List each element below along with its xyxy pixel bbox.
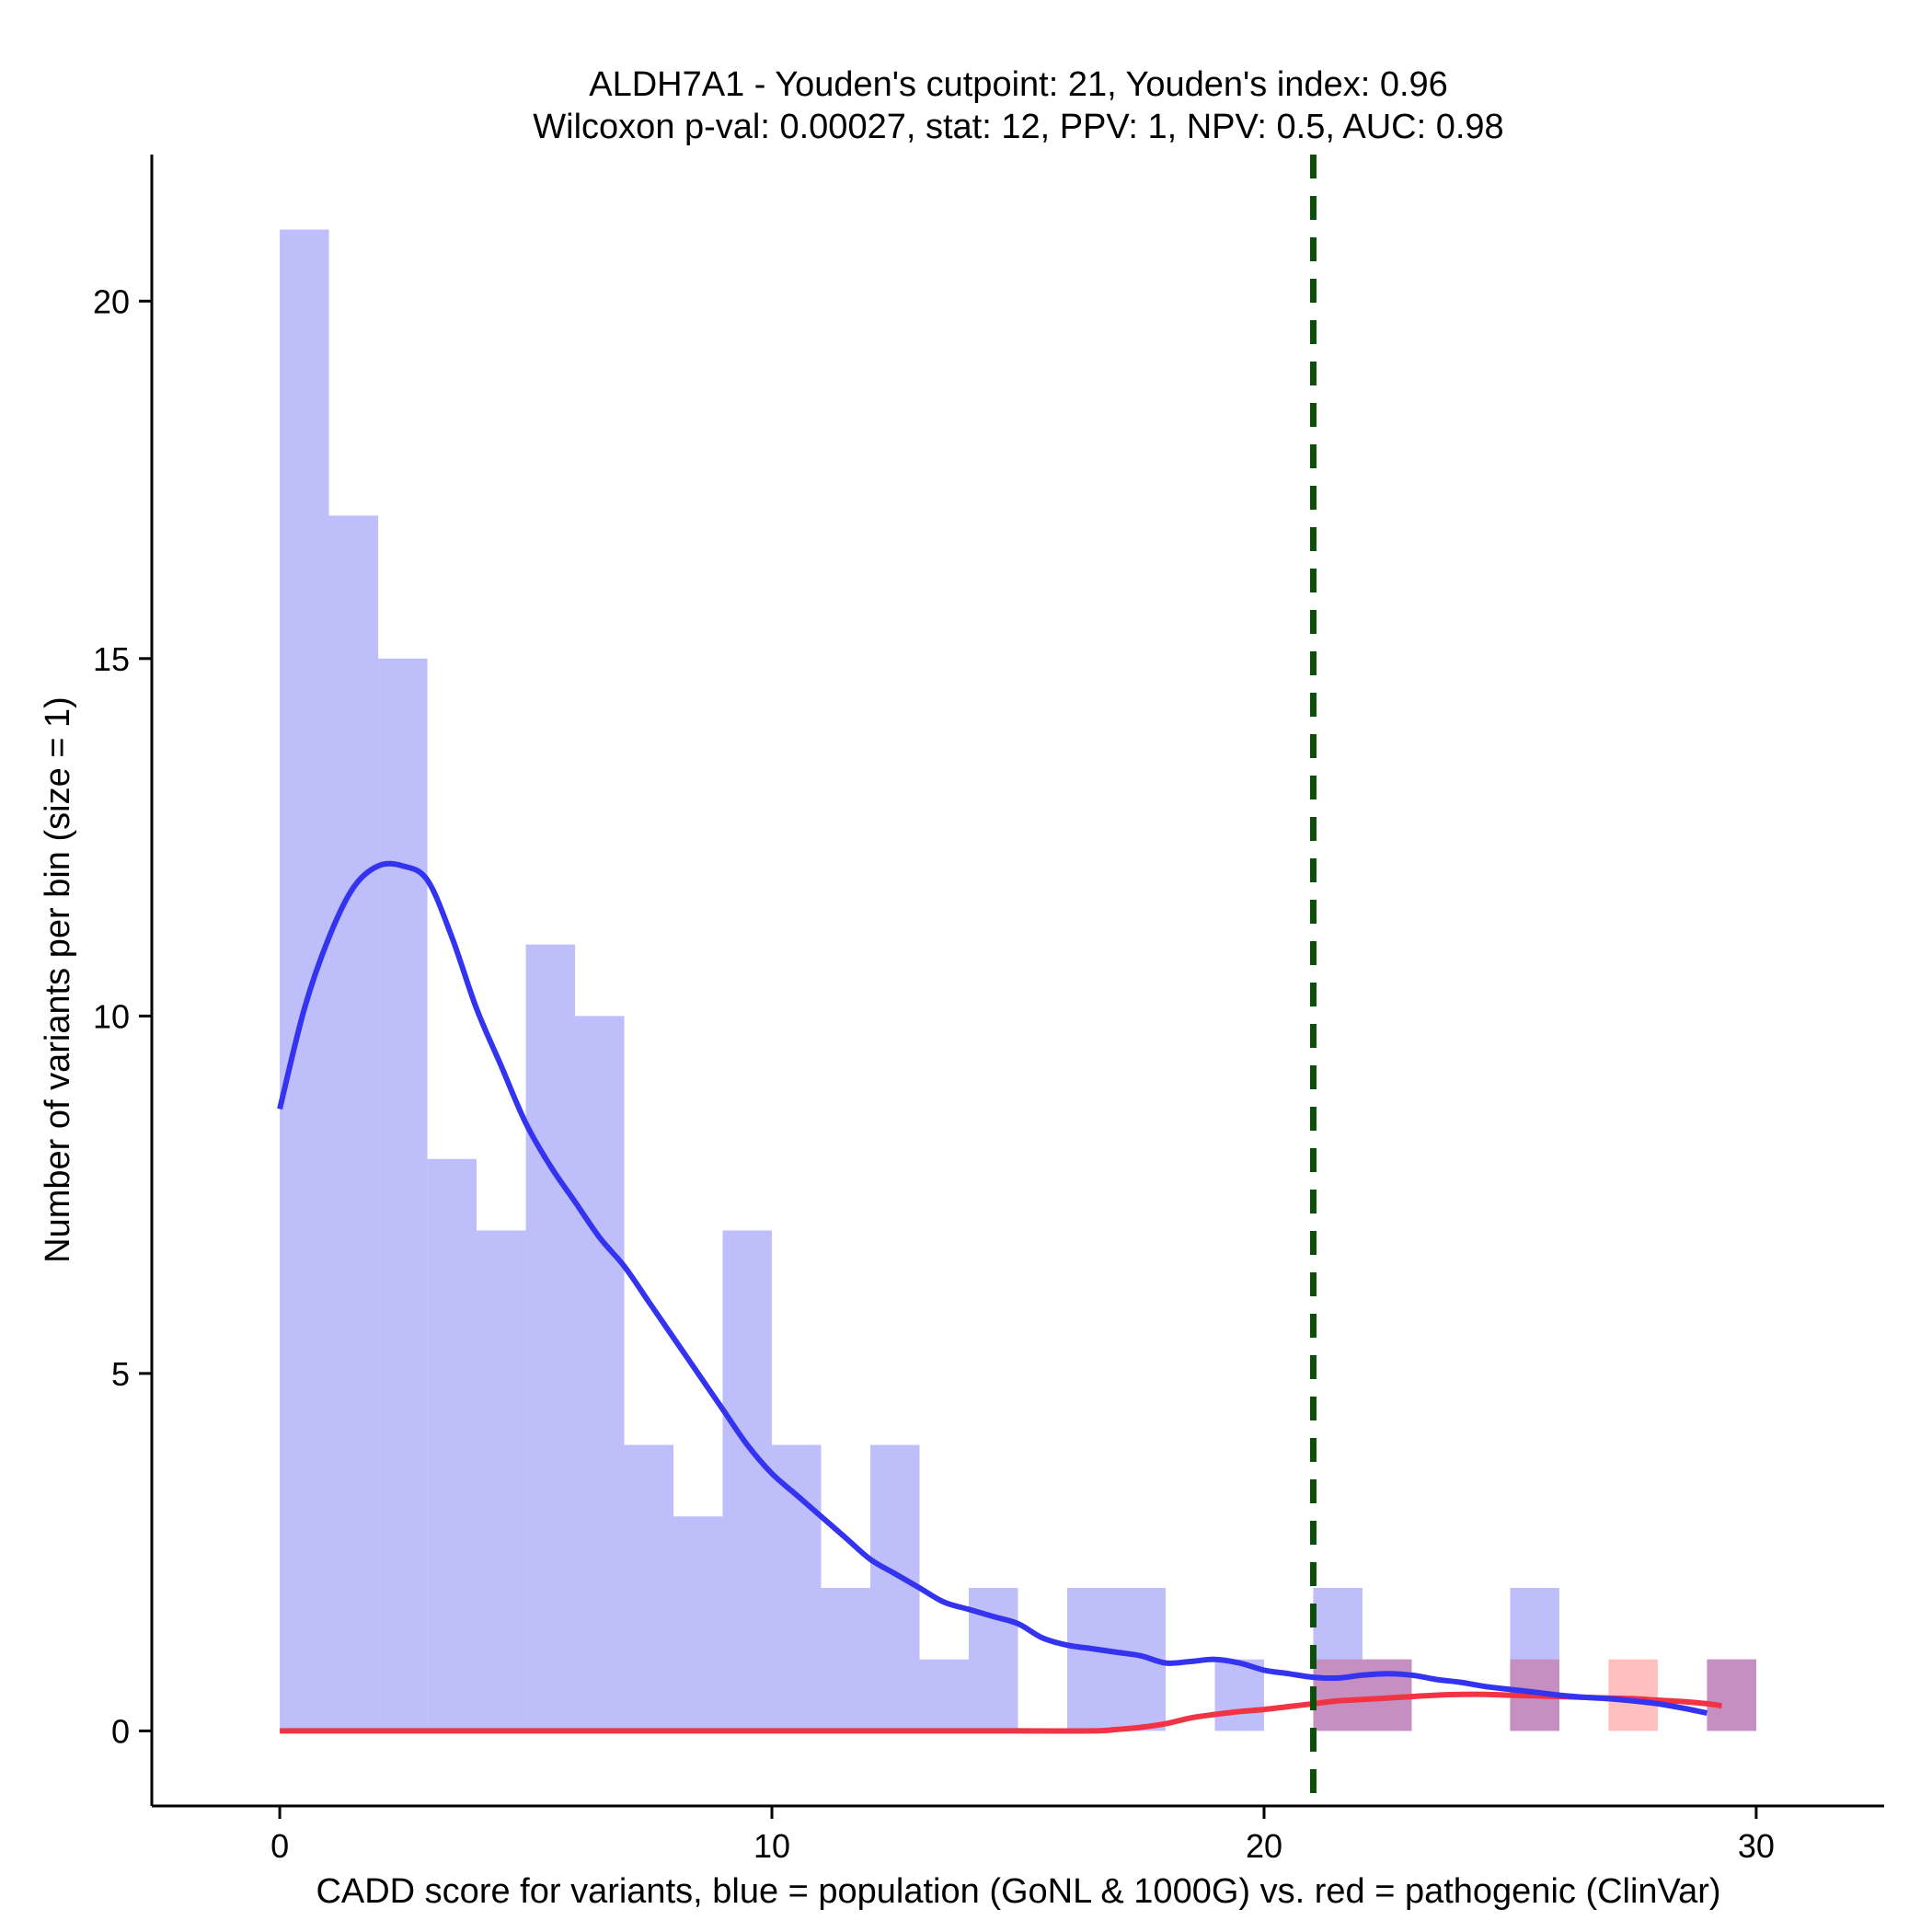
population-bar-9 <box>722 1230 773 1731</box>
x-tick-label-30: 30 <box>1738 1827 1775 1865</box>
x-tick-label-0: 0 <box>270 1827 289 1865</box>
chart-title-line1: ALDH7A1 - Youden's cutpoint: 21, Youden'… <box>589 65 1448 104</box>
y-tick-label-15: 15 <box>93 640 130 678</box>
population-bar-10 <box>772 1444 822 1731</box>
population-bar-4 <box>477 1230 526 1731</box>
pathogenic-bar-21 <box>1313 1659 1363 1731</box>
population-bar-1 <box>328 515 379 1731</box>
population-bar-12 <box>870 1444 920 1731</box>
population-bar-0 <box>280 229 329 1731</box>
population-bar-16 <box>1066 1587 1117 1731</box>
population-bar-11 <box>821 1587 871 1731</box>
population-bar-7 <box>624 1444 674 1731</box>
population-bar-3 <box>427 1158 477 1731</box>
x-tick-label-10: 10 <box>753 1827 790 1865</box>
x-tick-label-20: 20 <box>1246 1827 1282 1865</box>
y-tick-label-5: 5 <box>111 1355 130 1393</box>
bars-layer <box>280 229 1756 1731</box>
chart-title-line2: Wilcoxon p-val: 0.00027, stat: 12, PPV: … <box>533 108 1503 146</box>
population-bar-19 <box>1214 1659 1264 1731</box>
population-bar-6 <box>575 1016 625 1731</box>
pathogenic-bar-27 <box>1608 1659 1658 1731</box>
population-bar-2 <box>378 658 428 1731</box>
axes-layer: 0 10 20 30 0 5 10 15 20 <box>93 155 1884 1865</box>
y-axis-label: Number of variants per bin (size = 1) <box>39 696 77 1263</box>
x-axis-label: CADD score for variants, blue = populati… <box>316 1872 1720 1911</box>
population-density-line <box>277 860 1708 1716</box>
population-bar-13 <box>919 1659 970 1731</box>
density-lines-layer <box>277 155 1722 1806</box>
y-tick-label-0: 0 <box>111 1712 130 1750</box>
population-bar-8 <box>673 1516 723 1731</box>
pathogenic-bar-29 <box>1707 1659 1756 1731</box>
y-tick-label-10: 10 <box>93 997 130 1035</box>
population-bar-5 <box>525 944 576 1731</box>
y-tick-label-20: 20 <box>93 282 130 320</box>
